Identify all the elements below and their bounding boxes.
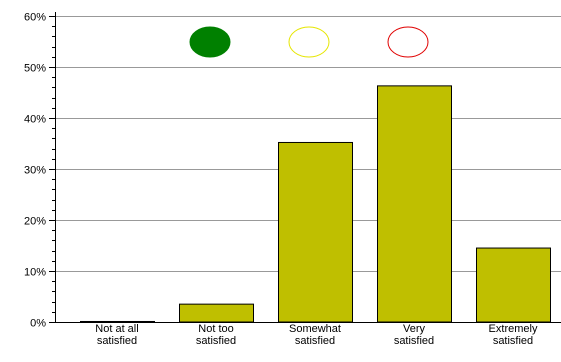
category-label: Extremely satisfied: [489, 323, 538, 347]
yellow-circle-icon: [288, 26, 330, 58]
category-label: Not too satisfied: [196, 323, 236, 347]
y-tick-label: 20%: [24, 216, 46, 228]
category-label: Not at all satisfied: [95, 323, 138, 347]
bar: [377, 85, 452, 323]
y-tick-label: 10%: [24, 267, 46, 279]
y-tick-labels: 0% 10% 20% 30% 40% 50% 60%: [24, 12, 46, 330]
bar: [179, 303, 254, 323]
axes: [49, 12, 561, 323]
red-circle-icon: [387, 26, 429, 58]
y-tick-label: 0%: [30, 318, 46, 330]
green-circle-icon: [189, 26, 231, 58]
category-label: Very satisfied: [394, 323, 434, 347]
marker-circles: [189, 26, 429, 58]
y-tick-label: 60%: [24, 12, 46, 24]
category-label: Somewhat satisfied: [289, 323, 341, 347]
bar: [476, 247, 551, 323]
category-labels: Not at all satisfied Not too satisfied Somew…: [95, 323, 538, 347]
y-tick-label: 30%: [24, 165, 46, 177]
y-tick-label: 50%: [24, 63, 46, 75]
bar: [80, 320, 155, 323]
bar: [278, 141, 353, 323]
bars: [80, 85, 551, 323]
y-tick-label: 40%: [24, 114, 46, 126]
